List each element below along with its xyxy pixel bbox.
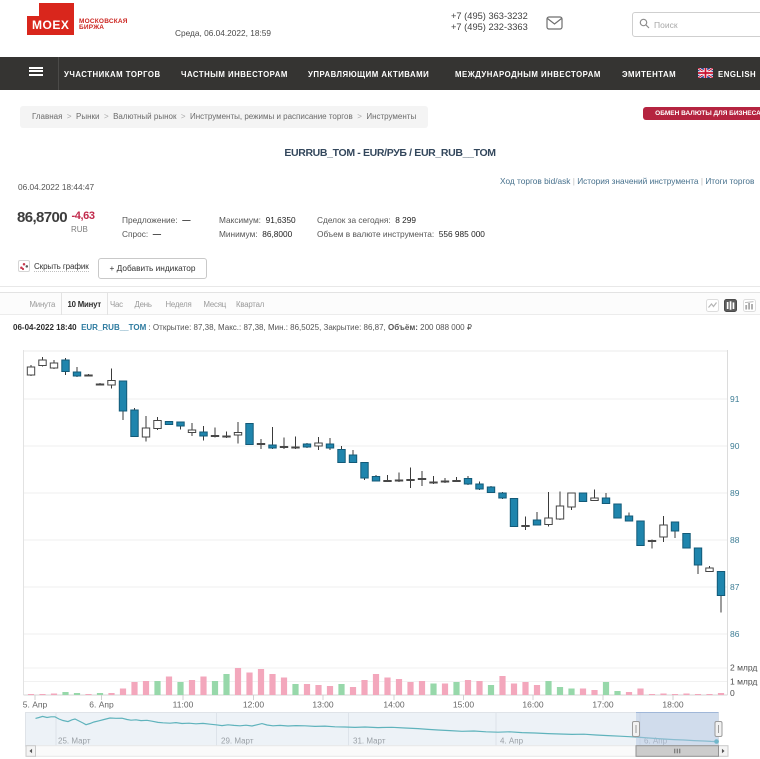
svg-text:4. Апр: 4. Апр bbox=[500, 737, 524, 746]
svg-text:13:00: 13:00 bbox=[312, 700, 334, 710]
svg-text:0: 0 bbox=[730, 688, 735, 698]
svg-text:89: 89 bbox=[730, 488, 740, 498]
svg-text:88: 88 bbox=[730, 535, 740, 545]
svg-text:2 млрд: 2 млрд bbox=[730, 663, 757, 673]
svg-text:11:00: 11:00 bbox=[173, 700, 194, 710]
svg-text:18:00: 18:00 bbox=[662, 700, 684, 710]
svg-text:14:00: 14:00 bbox=[383, 700, 405, 710]
svg-text:31. Март: 31. Март bbox=[353, 737, 386, 746]
svg-text:25. Март: 25. Март bbox=[58, 737, 91, 746]
svg-text:91: 91 bbox=[730, 394, 740, 404]
svg-text:86: 86 bbox=[730, 629, 740, 639]
svg-text:90: 90 bbox=[730, 441, 740, 451]
svg-text:16:00: 16:00 bbox=[522, 700, 544, 710]
svg-text:87: 87 bbox=[730, 582, 740, 592]
svg-text:6. Апр: 6. Апр bbox=[89, 700, 114, 710]
svg-text:17:00: 17:00 bbox=[592, 700, 614, 710]
svg-text:1 млрд: 1 млрд bbox=[730, 677, 757, 687]
svg-text:5. Апр: 5. Апр bbox=[23, 700, 48, 710]
svg-text:29. Март: 29. Март bbox=[221, 737, 254, 746]
svg-text:12:00: 12:00 bbox=[243, 700, 265, 710]
svg-text:15:00: 15:00 bbox=[453, 700, 475, 710]
